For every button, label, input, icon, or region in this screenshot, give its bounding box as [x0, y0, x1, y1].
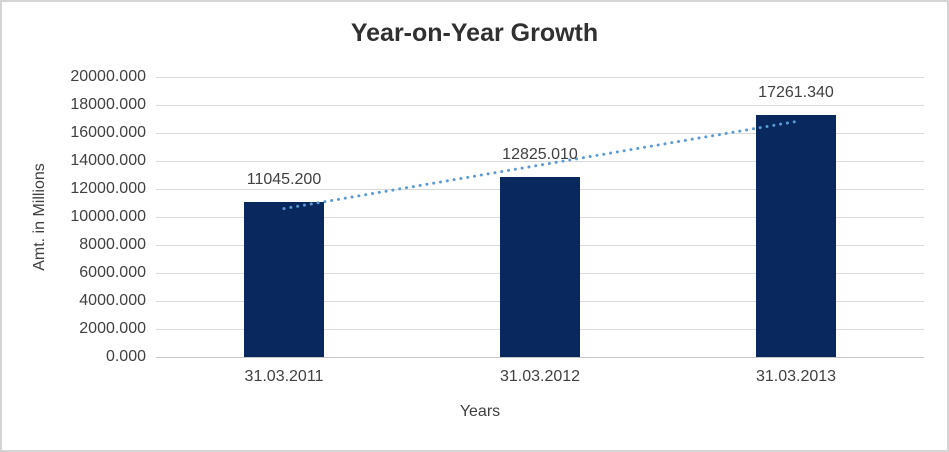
x-tick-label: 31.03.2011: [244, 368, 324, 385]
gridline: [156, 104, 924, 106]
bar: [244, 202, 324, 357]
y-tick-label: 10000.000: [70, 208, 146, 225]
y-axis-title: Amt. in Millions: [31, 163, 49, 271]
bar: [500, 177, 580, 357]
bar-value-label: 11045.200: [246, 171, 322, 189]
y-tick-label: 0.000: [105, 348, 146, 365]
trendline: [282, 120, 798, 211]
y-tick-label: 8000.000: [79, 236, 146, 253]
y-tick-label: 4000.000: [79, 292, 146, 309]
gridline: [156, 76, 924, 78]
y-axis-title-box: Amt. in Millions: [28, 77, 52, 357]
bar-value-label: 12825.010: [502, 146, 578, 164]
bar: [756, 115, 836, 357]
y-tick-label: 18000.000: [70, 96, 146, 113]
x-axis-line: [156, 356, 924, 358]
x-tick-label: 31.03.2013: [755, 368, 837, 385]
y-tick-label: 20000.000: [70, 68, 146, 85]
y-tick-label: 14000.000: [70, 152, 146, 169]
gridline: [156, 160, 924, 162]
plot-area: 11045.200 12825.010 17261.340: [156, 76, 924, 358]
y-tick-label: 16000.000: [70, 124, 146, 141]
y-tick-label: 12000.000: [70, 180, 146, 197]
x-axis-title: Years: [459, 403, 501, 420]
gridline: [156, 132, 924, 134]
bar-value-label: 17261.340: [758, 84, 834, 102]
y-tick-label: 6000.000: [79, 264, 146, 281]
x-tick-label: 31.03.2012: [499, 368, 581, 385]
y-tick-label: 2000.000: [79, 320, 146, 337]
chart-title: Year-on-Year Growth: [350, 19, 599, 47]
